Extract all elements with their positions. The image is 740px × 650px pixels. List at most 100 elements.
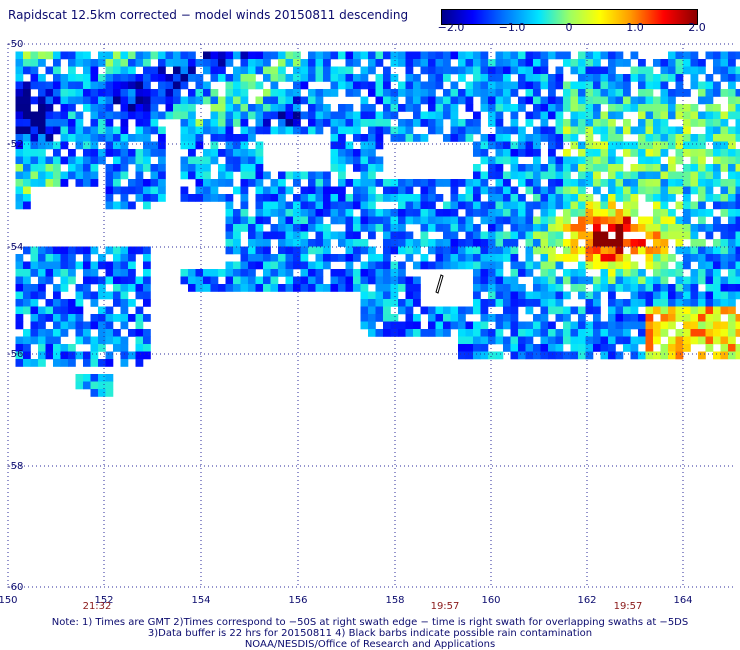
wind-cell bbox=[225, 134, 234, 142]
wind-cell bbox=[518, 329, 526, 337]
wind-cell bbox=[390, 216, 399, 225]
wind-cell bbox=[735, 224, 740, 232]
wind-cell bbox=[465, 351, 474, 360]
wind-cell bbox=[270, 231, 279, 240]
wind-cell bbox=[638, 96, 646, 105]
wind-cell bbox=[338, 269, 346, 277]
wind-cell bbox=[593, 149, 601, 157]
wind-cell bbox=[188, 171, 196, 180]
wind-cell bbox=[578, 171, 586, 180]
wind-cell bbox=[225, 59, 234, 67]
wind-cell bbox=[195, 276, 204, 285]
wind-cell bbox=[578, 284, 586, 292]
wind-cell bbox=[180, 276, 189, 285]
wind-cell bbox=[495, 81, 504, 90]
wind-cell bbox=[480, 231, 489, 240]
wind-cell bbox=[630, 269, 639, 277]
wind-cell bbox=[525, 209, 534, 217]
wind-cell bbox=[323, 261, 331, 270]
wind-cell bbox=[248, 59, 256, 67]
wind-cell bbox=[113, 179, 121, 187]
wind-cell bbox=[638, 164, 646, 172]
wind-cell bbox=[503, 291, 511, 300]
wind-cell bbox=[390, 194, 399, 202]
wind-cell bbox=[585, 164, 594, 172]
wind-cell bbox=[510, 201, 519, 210]
wind-cell bbox=[480, 329, 489, 337]
wind-cell bbox=[458, 224, 466, 232]
wind-cell bbox=[105, 149, 114, 157]
wind-cell bbox=[60, 254, 69, 262]
wind-cell bbox=[623, 96, 631, 105]
wind-cell bbox=[563, 59, 571, 67]
wind-cell bbox=[683, 209, 691, 217]
wind-cell bbox=[600, 179, 609, 187]
wind-cell bbox=[68, 119, 76, 127]
wind-cell bbox=[728, 239, 736, 247]
wind-cell bbox=[705, 306, 714, 315]
wind-cell bbox=[210, 111, 219, 120]
wind-cell bbox=[533, 239, 541, 247]
wind-cell bbox=[585, 171, 594, 180]
wind-cell bbox=[465, 186, 474, 195]
wind-cell bbox=[128, 149, 136, 157]
wind-cell bbox=[240, 254, 249, 262]
wind-cell bbox=[75, 284, 84, 292]
wind-cell bbox=[600, 261, 609, 270]
wind-cell bbox=[465, 179, 474, 187]
wind-cell bbox=[375, 89, 384, 97]
wind-cell bbox=[510, 321, 519, 330]
wind-cell bbox=[225, 261, 234, 270]
wind-cell bbox=[113, 156, 121, 165]
wind-cell bbox=[420, 66, 429, 75]
wind-cell bbox=[728, 141, 736, 150]
wind-cell bbox=[180, 164, 189, 172]
wind-cell bbox=[233, 209, 241, 217]
wind-cell bbox=[353, 284, 361, 292]
wind-cell bbox=[180, 126, 189, 135]
wind-cell bbox=[315, 74, 324, 82]
wind-cell bbox=[713, 254, 721, 262]
wind-cell bbox=[495, 96, 504, 105]
wind-cell bbox=[30, 149, 39, 157]
wind-cell bbox=[248, 224, 256, 232]
wind-cell bbox=[368, 171, 376, 180]
wind-cell bbox=[563, 179, 571, 187]
wind-cell bbox=[128, 186, 136, 195]
wind-cell bbox=[210, 134, 219, 142]
wind-cell bbox=[533, 59, 541, 67]
wind-cell bbox=[563, 51, 571, 60]
wind-cell bbox=[383, 194, 391, 202]
wind-cell bbox=[113, 149, 121, 157]
wind-cell bbox=[435, 246, 444, 255]
wind-cell bbox=[38, 119, 46, 127]
wind-cell bbox=[398, 299, 406, 307]
wind-cell bbox=[525, 119, 534, 127]
wind-cell bbox=[330, 111, 339, 120]
wind-cell bbox=[375, 134, 384, 142]
wind-cell bbox=[480, 149, 489, 157]
wind-cell bbox=[435, 66, 444, 75]
wind-cell bbox=[653, 336, 661, 345]
wind-cell bbox=[30, 74, 39, 82]
wind-cell bbox=[578, 89, 586, 97]
wind-cell bbox=[83, 171, 91, 180]
wind-cell bbox=[428, 194, 436, 202]
wind-cell bbox=[503, 126, 511, 135]
wind-cell bbox=[45, 119, 54, 127]
wind-cell bbox=[578, 291, 586, 300]
wind-cell bbox=[360, 81, 369, 90]
wind-cell bbox=[428, 224, 436, 232]
wind-cell bbox=[465, 336, 474, 345]
wind-cell bbox=[713, 111, 721, 120]
wind-cell bbox=[15, 66, 24, 75]
wind-cell bbox=[98, 284, 106, 292]
wind-cell bbox=[120, 254, 129, 262]
wind-cell bbox=[353, 254, 361, 262]
wind-cell bbox=[105, 321, 114, 330]
wind-cell bbox=[173, 51, 181, 60]
wind-cell bbox=[263, 186, 271, 195]
wind-cell bbox=[293, 119, 301, 127]
wind-cell bbox=[420, 59, 429, 67]
wind-cell bbox=[570, 246, 579, 255]
